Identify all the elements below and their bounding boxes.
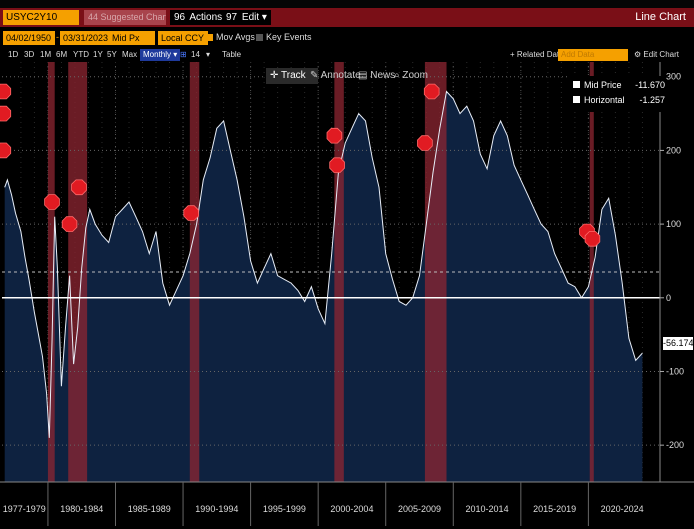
recession-marker [326,127,343,144]
track-label: Track [281,70,306,81]
period-max[interactable]: Max [122,50,138,59]
recession-marker [423,83,440,100]
recession-marker [417,135,433,151]
y-tick-label: 200 [666,145,681,155]
field-select[interactable]: Mid Px [109,31,155,45]
key-events-label: Key Events [266,32,312,42]
title-bar: USYC2Y10 Index 44 Suggested Charts 96 Ac… [0,8,694,38]
x-tick-label: 1990-1994 [195,504,238,514]
y-tick-label: 300 [666,72,681,82]
x-tick-label: 1995-1999 [263,504,306,514]
news-button[interactable]: ▤ News [354,68,399,84]
recession-marker [584,231,601,247]
small-number: 14 [191,50,200,59]
suggested-charts-button[interactable]: 44 Suggested Charts [84,10,166,25]
actions-label: Actions [189,12,223,23]
zoom-label: Zoom [402,70,428,81]
currency-select[interactable]: Local CCY [158,31,208,45]
news-label: News [370,70,396,81]
chart-area: 300 200 100 0 -100 -200 1977-1979 1980-1984 1985… [0,62,694,526]
annotate-label: Annotate [320,70,361,81]
related-data-label: Related Dat [516,50,560,59]
table-button[interactable]: Table [222,50,242,59]
chevron-down-icon[interactable]: ▾ [206,50,211,59]
y-tick-label: -200 [666,440,684,450]
legend-swatch [573,96,580,103]
news-icon: ▤ [358,70,368,81]
mov-avgs-checkbox[interactable] [206,34,213,41]
line-chart-svg: 300 200 100 0 -100 -200 1977-1979 1980-1984 1985… [0,62,694,526]
magnifier-icon: ⌕ [394,70,400,81]
x-tick-label: 1980-1984 [60,504,103,514]
legend-horiz-value: -1.257 [639,95,665,105]
legend-horiz-label: Horizontal [584,95,625,105]
legend-mid-value: -11.670 [635,80,665,90]
edit-label: Edit [241,12,260,23]
recession-marker [71,179,87,196]
series-line [4,90,643,438]
edit-number: 97 [226,12,238,23]
x-tick-label: 2015-2019 [533,504,576,514]
mov-avgs-label: Mov Avgs [216,32,255,42]
legend-horizontal[interactable]: Horizontal -1.257 [573,95,665,108]
date-separator: - [56,32,59,42]
track-button[interactable]: ✛ Track [266,68,318,84]
top-status-strip [0,0,694,8]
recession-marker [0,105,12,122]
frequency-label: Monthly [143,50,172,59]
period-3d[interactable]: 3D [24,50,35,59]
zoom-button[interactable]: ⌕ Zoom [390,68,432,84]
recession-marker [329,157,345,173]
related-data-button[interactable]: + Related Dat [510,50,560,59]
recession-marker [44,194,60,210]
x-tick-label: 2020-2024 [601,504,644,514]
key-events-checkbox[interactable] [256,34,263,41]
period-row: 1D 3D 1M 6M YTD 1Y 5Y Max Monthly ▾ ⊞ 14… [0,48,694,62]
x-tick-label: 1977-1979 [3,504,46,514]
annotate-button[interactable]: ✎ Annotate [306,68,365,84]
edit-chart-button[interactable]: ⚙ Edit Chart [634,50,679,59]
legend-mid-price[interactable]: Mid Price -11.670 [573,80,665,93]
chart-type-title: Line Chart [635,11,686,23]
recession-marker [0,142,12,159]
period-1y[interactable]: 1Y [93,50,103,59]
recession-marker [183,205,199,221]
gear-icon: ⚙ [634,50,642,59]
period-6m[interactable]: 6M [56,50,68,59]
period-1m[interactable]: 1M [40,50,52,59]
pencil-icon: ✎ [310,70,319,81]
x-tick-label: 2000-2004 [330,504,373,514]
x-tick-label: 2005-2009 [398,504,441,514]
period-5y[interactable]: 5Y [107,50,117,59]
legend-swatch [573,81,580,88]
actions-number: 96 [174,12,186,23]
crosshair-icon: ✛ [270,70,279,81]
chevron-down-icon: ▾ [261,12,267,23]
end-date-field[interactable]: 03/31/2023 [60,31,112,45]
recession-marker [61,216,78,232]
candle-icon[interactable]: ⊞ [180,50,187,59]
last-value-label: -56.174 [663,337,694,350]
x-tick-label: 2010-2014 [466,504,509,514]
edit-menu[interactable]: 97 Edit ▾ [222,10,271,25]
period-1d[interactable]: 1D [8,50,19,59]
y-tick-label: 100 [666,219,681,229]
x-tick-label: 1985-1989 [128,504,171,514]
recession-marker [0,83,12,100]
controls-row: 04/02/1950 - 03/31/2023 Mid Px Local CCY… [0,29,694,46]
legend-mid-label: Mid Price [584,80,622,90]
recession-band [68,62,88,482]
legend: Mid Price -11.670 Horizontal -1.257 [569,76,665,112]
start-date-field[interactable]: 04/02/1950 [3,31,55,45]
add-data-input[interactable]: Add Data [558,49,628,61]
ticker-field[interactable]: USYC2Y10 Index [3,10,79,38]
frequency-select[interactable]: Monthly ▾ [140,49,181,61]
edit-chart-label: Edit Chart [643,50,679,59]
y-tick-label: -100 [666,366,684,376]
y-tick-label: 0 [666,293,671,303]
series-area [4,91,643,482]
period-ytd[interactable]: YTD [73,50,89,59]
